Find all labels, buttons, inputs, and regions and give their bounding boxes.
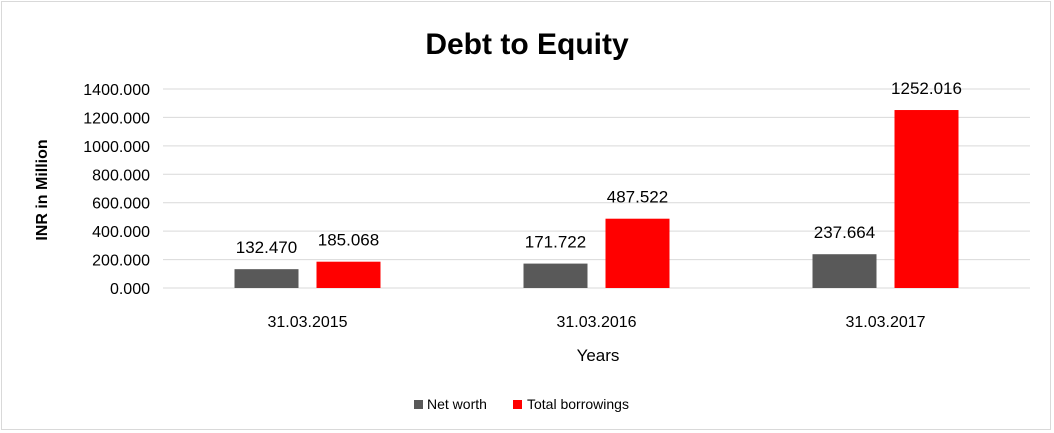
bars (234, 110, 959, 288)
bar-net-worth (812, 254, 877, 288)
y-tick-label: 400.000 (92, 224, 150, 241)
y-tick-label: 600.000 (92, 196, 150, 213)
data-label: 171.722 (525, 233, 586, 252)
x-axis-categories: 31.03.2015 31.03.2016 31.03.2017 (267, 314, 925, 331)
data-label: 185.068 (318, 231, 379, 250)
bar-total-borrowings (316, 261, 381, 288)
data-label: 132.470 (236, 238, 297, 257)
legend-swatch (513, 400, 522, 409)
legend-label: Total borrowings (527, 396, 629, 412)
data-label: 487.522 (607, 188, 668, 207)
gridlines (163, 88, 1030, 289)
x-category-label: 31.03.2016 (556, 314, 636, 331)
data-labels: 132.470 185.068 171.722 487.522 237.664 1252.… (236, 79, 962, 257)
y-tick-label: 200.000 (92, 253, 150, 270)
y-tick-label: 1400.000 (83, 82, 150, 99)
data-label: 1252.016 (891, 79, 962, 98)
bar-net-worth (523, 263, 588, 288)
legend: Net worth Total borrowings (414, 396, 629, 412)
bar-total-borrowings (605, 218, 670, 288)
bar-total-borrowings (894, 110, 959, 288)
legend-swatch (414, 400, 423, 409)
y-axis-ticks: 0.000 200.000 400.000 600.000 800.000 1000.00… (83, 82, 150, 298)
y-axis-title: INR in Million (34, 139, 51, 240)
x-axis-title: Years (577, 346, 620, 365)
y-tick-label: 800.000 (92, 167, 150, 184)
y-tick-label: 0.000 (110, 281, 150, 298)
y-tick-label: 1200.000 (83, 110, 150, 127)
bar-net-worth (234, 269, 299, 288)
x-category-label: 31.03.2017 (845, 314, 925, 331)
legend-label: Net worth (427, 396, 487, 412)
y-tick-label: 1000.000 (83, 139, 150, 156)
data-label: 237.664 (814, 223, 875, 242)
x-category-label: 31.03.2015 (267, 314, 347, 331)
chart-title: Debt to Equity (425, 28, 629, 61)
